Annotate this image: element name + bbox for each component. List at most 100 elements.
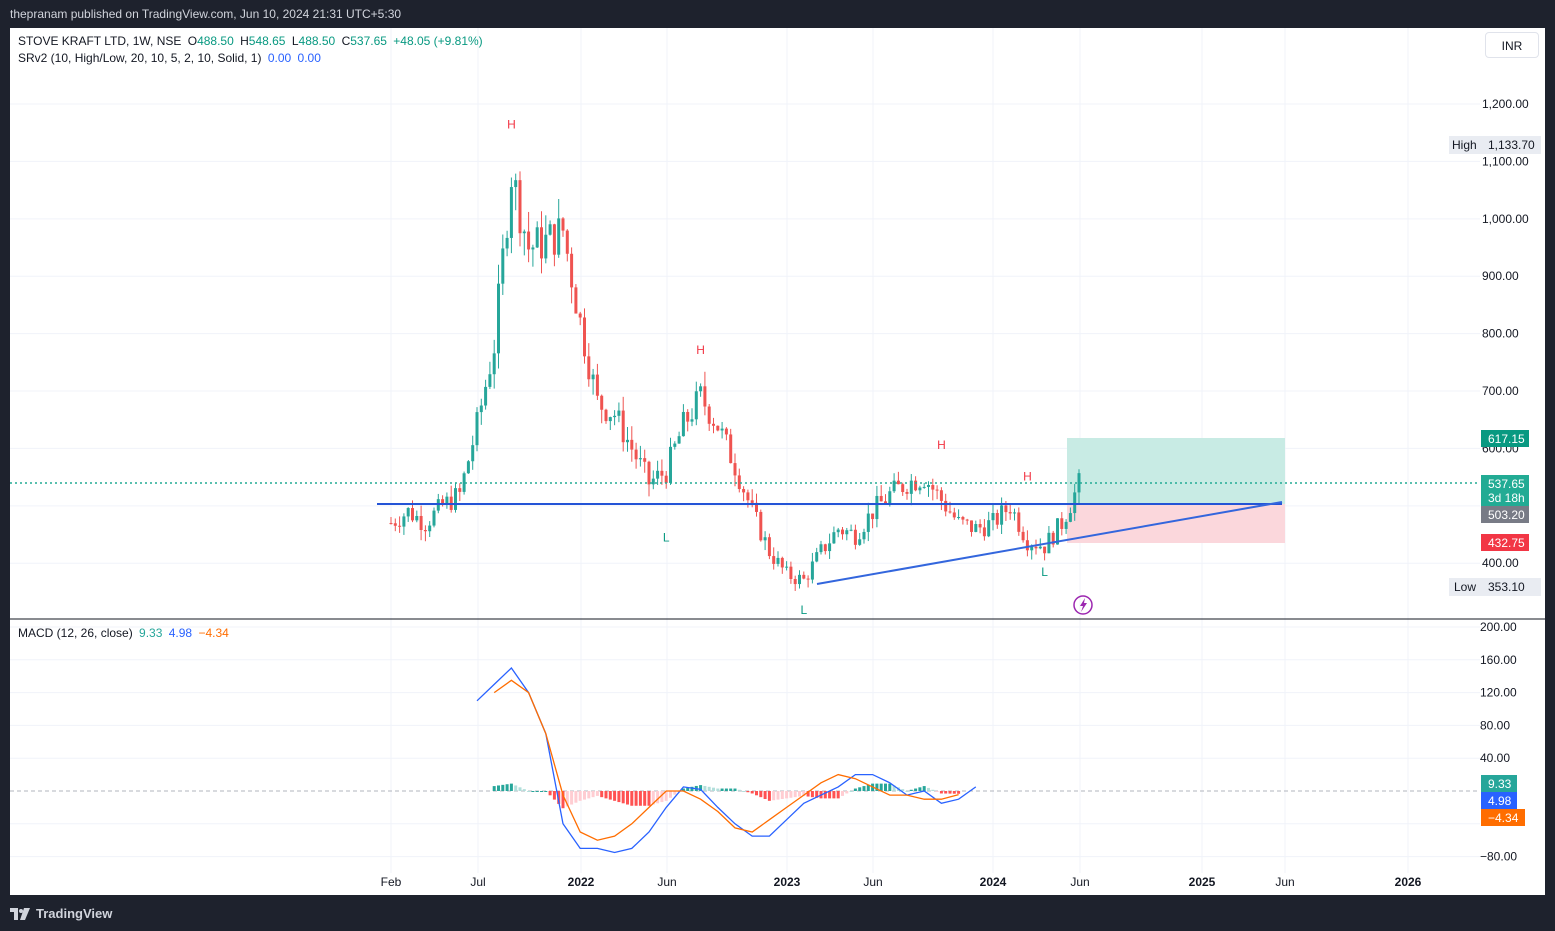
macd-hist-bar bbox=[905, 791, 909, 792]
macd-hist-bar bbox=[501, 784, 505, 791]
macd-hist-bar bbox=[561, 791, 565, 809]
time-axis[interactable]: Feb Jul 2022 Jun 2023 Jun 2024 Jun 2025 Jun 2026 bbox=[381, 875, 1422, 889]
candle-body bbox=[845, 530, 849, 535]
candle-body bbox=[398, 525, 402, 527]
candle-body bbox=[423, 530, 427, 532]
candle-body bbox=[441, 499, 445, 505]
macd-legend-macd: 4.98 bbox=[168, 626, 193, 640]
macd-hist-bar bbox=[518, 787, 522, 791]
candle-body bbox=[982, 527, 986, 537]
ohlc-change: +48.05 (+9.81%) bbox=[393, 34, 483, 48]
macd-hist-bar bbox=[879, 783, 883, 791]
macd-tick-label: 80.00 bbox=[1480, 718, 1510, 732]
candle-body bbox=[462, 473, 466, 492]
pattern-label: L bbox=[663, 530, 670, 544]
macd-hist-bar bbox=[634, 791, 638, 806]
candle-body bbox=[681, 411, 685, 437]
macd-hist-bar bbox=[927, 787, 930, 791]
candle-body bbox=[746, 492, 750, 501]
ohlc-open: 488.50 bbox=[197, 34, 234, 48]
ohlc-open-label: O bbox=[187, 34, 198, 48]
macd-hist-bar bbox=[746, 791, 750, 793]
macd-hist-bar bbox=[888, 783, 892, 791]
candle-body bbox=[939, 490, 943, 501]
candle-body bbox=[922, 486, 926, 488]
macd-hist-bar bbox=[922, 786, 926, 791]
time-tick-label: 2023 bbox=[774, 875, 801, 889]
candle-body bbox=[565, 230, 569, 254]
macd-name[interactable]: MACD (12, 26, close) bbox=[18, 626, 133, 640]
indicator-name[interactable]: SRv2 (10, High/Low, 20, 10, 5, 2, 10, So… bbox=[18, 51, 262, 65]
signal-value-label: −4.34 bbox=[1481, 809, 1525, 826]
lightning-alert-icon[interactable] bbox=[1073, 595, 1093, 615]
candle-body bbox=[518, 180, 522, 234]
candle-body bbox=[570, 253, 574, 288]
pattern-labels: H H H H L L L bbox=[507, 117, 1048, 617]
pattern-label: H bbox=[1023, 469, 1032, 483]
target-zone[interactable] bbox=[1067, 438, 1285, 504]
candle-body bbox=[729, 434, 733, 464]
macd-hist-bar bbox=[892, 785, 896, 791]
macd-hist-bar bbox=[763, 791, 767, 799]
candle-body bbox=[896, 480, 900, 485]
candle-body bbox=[763, 537, 767, 541]
macd-hist-bar bbox=[626, 791, 629, 805]
currency-button[interactable]: INR bbox=[1485, 32, 1539, 58]
time-tick-label: Jun bbox=[1275, 875, 1294, 889]
time-tick-label: 2026 bbox=[1395, 875, 1422, 889]
macd-value-label: 4.98 bbox=[1481, 792, 1517, 809]
publish-info: thepranam published on TradingView.com, … bbox=[10, 7, 402, 21]
candle-body bbox=[750, 500, 754, 503]
candle-body bbox=[694, 391, 698, 420]
macd-hist-bar bbox=[664, 791, 668, 801]
macd-axis[interactable]: 200.00 160.00 120.00 80.00 40.00 −80.00 bbox=[1480, 620, 1517, 864]
symbol-title[interactable]: STOVE KRAFT LTD, 1W, NSE bbox=[18, 34, 182, 48]
macd-hist-bar bbox=[600, 791, 604, 798]
candle-body bbox=[1000, 505, 1004, 525]
candle-body bbox=[471, 445, 475, 462]
candle-body bbox=[892, 480, 896, 492]
stop-price: 432.75 bbox=[1488, 536, 1525, 550]
macd-hist-bar bbox=[574, 791, 578, 803]
rising-trendline[interactable] bbox=[816, 501, 1283, 585]
candle-body bbox=[415, 515, 419, 521]
time-tick-label: Jul bbox=[470, 875, 485, 889]
candle-body bbox=[1038, 546, 1042, 549]
macd-hist-bar bbox=[798, 791, 801, 797]
indicator-legend[interactable]: SRv2 (10, High/Low, 20, 10, 5, 2, 10, So… bbox=[18, 51, 324, 65]
macd-hist-bar bbox=[587, 791, 591, 799]
stop-zone[interactable] bbox=[1067, 504, 1285, 543]
macd-hist-bar bbox=[853, 788, 857, 791]
candle-body bbox=[970, 520, 973, 532]
candle-body bbox=[514, 180, 518, 188]
candle-body bbox=[1013, 512, 1016, 514]
target-price-label: 617.15 bbox=[1481, 430, 1529, 447]
macd-hist-bar bbox=[789, 791, 793, 798]
macd-hist-bar bbox=[527, 791, 531, 792]
candle-body bbox=[617, 410, 621, 416]
macd-hist-bar bbox=[793, 791, 797, 798]
ohlc-high: 548.65 bbox=[248, 34, 286, 48]
candle-body bbox=[810, 561, 814, 580]
macd-legend-signal: −4.34 bbox=[198, 626, 229, 640]
main-legend[interactable]: STOVE KRAFT LTD, 1W, NSE O488.50 H548.65… bbox=[18, 34, 486, 48]
indicator-value-2: 0.00 bbox=[297, 51, 321, 65]
pattern-label: L bbox=[800, 603, 807, 617]
macd-legend[interactable]: MACD (12, 26, close) 9.33 4.98 −4.34 bbox=[18, 626, 232, 640]
candle-body bbox=[991, 512, 995, 521]
price-axis[interactable]: 1,200.00 1,100.00 1,000.00 900.00 800.00 700.… bbox=[1482, 97, 1529, 570]
candle-body bbox=[836, 529, 840, 533]
macd-hist-bar bbox=[772, 791, 776, 801]
macd-hist-bar bbox=[737, 789, 741, 791]
macd-tick-label: 40.00 bbox=[1480, 751, 1510, 765]
footer: TradingView bbox=[0, 896, 1555, 931]
candle-body bbox=[548, 224, 552, 235]
tradingview-logo-icon bbox=[10, 907, 30, 920]
chart-area[interactable]: H H H H L L L 1,200.00 1,100.00 1,000.00 900.00 80… bbox=[10, 28, 1545, 895]
chart-canvas[interactable]: H H H H L L L 1,200.00 1,100.00 1,000.00 900.00 80… bbox=[10, 28, 1545, 895]
macd-hist-bar bbox=[699, 785, 703, 791]
macd-hist-bar bbox=[557, 791, 561, 804]
macd-hist-bar bbox=[660, 791, 664, 803]
candle-body bbox=[815, 552, 819, 562]
candle-body bbox=[544, 234, 548, 259]
